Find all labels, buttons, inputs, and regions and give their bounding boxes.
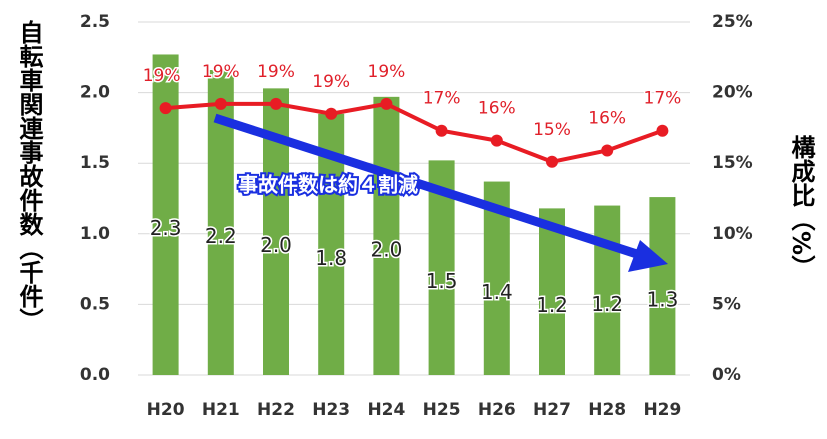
x-tick-label: H23 [312, 400, 350, 420]
line-point [214, 97, 227, 110]
y-tick-label: 2.0 [80, 83, 110, 103]
line-point [325, 107, 338, 120]
bar-label: 1.4 [481, 280, 513, 304]
line-label: 19% [202, 62, 240, 82]
y-tick-label: 0.0 [80, 365, 110, 385]
bar-label: 2.2 [205, 224, 237, 248]
y2-tick-label: 5% [712, 294, 741, 314]
y2-tick-label: 25% [712, 12, 753, 32]
line-label: 15% [533, 120, 571, 140]
line-point [380, 97, 393, 110]
line-label: 16% [478, 99, 516, 119]
arrow-head [628, 240, 668, 272]
line-label: 19% [312, 72, 350, 92]
bar-label: 1.2 [536, 293, 568, 317]
x-tick-label: H20 [147, 400, 185, 420]
bar [594, 205, 621, 375]
x-tick-label: H27 [533, 400, 571, 420]
line-label: 19% [257, 62, 295, 82]
x-tick-label: H24 [367, 400, 405, 420]
annotation: 事故件数は約４割減 [238, 173, 418, 197]
y2-tick-label: 20% [712, 83, 753, 103]
bar-label: 2.3 [150, 216, 182, 240]
bar [649, 197, 676, 375]
line-point [490, 134, 503, 147]
line-label: 19% [143, 66, 181, 86]
y-axis-title: 自転車関連事故件数（千件） [15, 19, 43, 332]
bar [539, 208, 565, 375]
y-tick-label: 0.5 [80, 294, 110, 314]
bar [373, 96, 400, 375]
bar-label: 1.3 [646, 288, 678, 312]
line-label: 17% [423, 89, 461, 109]
bar-label: 1.8 [315, 246, 347, 270]
y-tick-label: 1.0 [80, 224, 110, 244]
x-tick-label: H26 [478, 400, 516, 420]
line-point [601, 144, 614, 157]
y2-axis-title: 構成比（%） [787, 135, 815, 279]
line-label: 19% [368, 62, 406, 82]
x-tick-label: H21 [202, 400, 240, 420]
y2-tick-label: 10% [712, 224, 753, 244]
arrow-shaft [213, 113, 642, 260]
line-point [435, 124, 448, 137]
bar-label: 1.2 [591, 292, 623, 316]
x-tick-label: H28 [588, 400, 626, 420]
line-point [656, 124, 669, 137]
bar-label: 2.0 [370, 237, 402, 261]
x-tick-label: H22 [257, 400, 295, 420]
line-label: 17% [644, 89, 682, 109]
line [165, 101, 664, 164]
x-tick-label: H25 [423, 400, 461, 420]
line-label: 16% [588, 108, 626, 128]
line-point [159, 102, 172, 115]
y2-tick-label: 15% [712, 153, 753, 173]
bar-label: 2.0 [260, 233, 292, 257]
y-tick-label: 1.5 [80, 153, 110, 173]
y-tick-label: 2.5 [80, 12, 110, 32]
line-point [270, 97, 282, 110]
line-point [546, 155, 558, 168]
x-tick-label: H29 [643, 400, 681, 420]
y2-tick-label: 0% [712, 365, 741, 385]
bar-label: 1.5 [426, 269, 458, 293]
